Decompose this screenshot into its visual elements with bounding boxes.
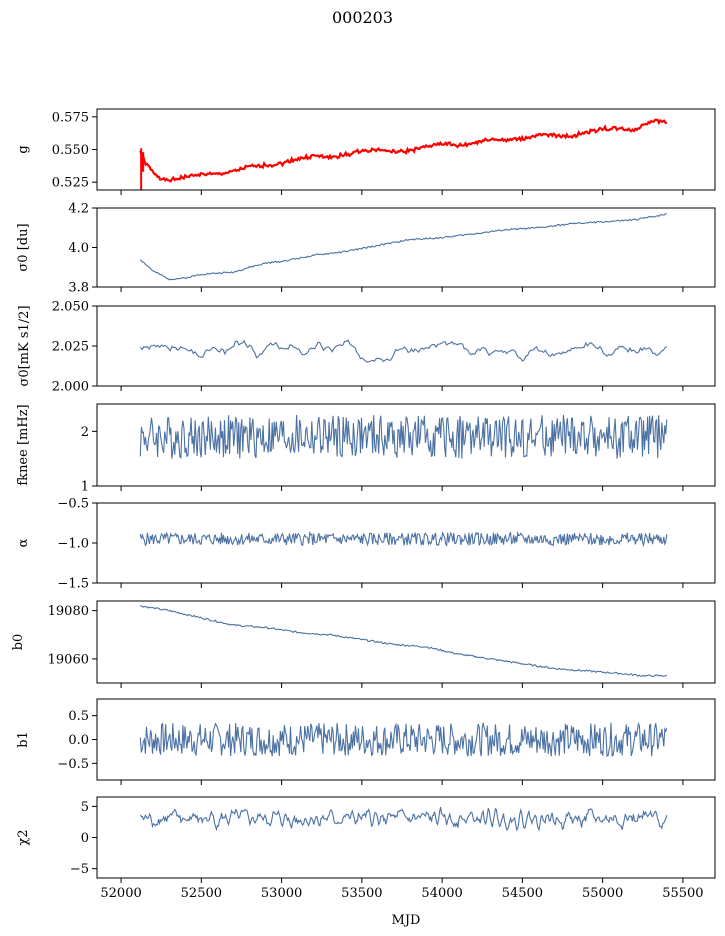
x-tick-label: 54000 <box>421 886 462 901</box>
panel-sigma0: 3.8 4.0 4.2 σ0 [du] <box>16 202 716 296</box>
panel-b0: 19060 19080 b0 <box>11 600 716 688</box>
y-tick-label: 2 <box>81 425 89 440</box>
y-axis-label: b1 <box>16 731 31 748</box>
y-tick-label: 2.025 <box>52 340 89 355</box>
y-tick-label: 19080 <box>48 604 89 619</box>
y-axis-label: b0 <box>11 634 26 651</box>
series-line <box>140 604 668 678</box>
y-tick-label: 2.050 <box>52 300 89 315</box>
y-tick-label: −1.5 <box>57 577 89 592</box>
x-tick-label: 52000 <box>100 886 141 901</box>
x-tick-label: 54500 <box>502 886 543 901</box>
y-tick-label: 0.5 <box>68 709 89 724</box>
y-axis-label: g <box>16 145 31 153</box>
y-tick-label: 0 <box>81 831 89 846</box>
y-axis-label: σ0[mK s1/2] <box>17 305 32 386</box>
y-tick-label: 3.8 <box>68 281 89 296</box>
series-line <box>139 530 668 548</box>
panel-b1: −0.5 0.0 0.5 b1 <box>16 698 716 785</box>
x-tick-label: 52500 <box>181 886 222 901</box>
fit-spike <box>140 148 145 190</box>
axes-frame <box>96 502 716 584</box>
y-axis-label: χ2 <box>16 829 31 845</box>
y-tick-label: −0.5 <box>57 497 89 512</box>
y-axis-label: fknee [mHz] <box>16 404 31 485</box>
series-line <box>139 721 668 757</box>
series-line <box>139 213 667 281</box>
panel-g: 0.525 0.550 0.575 g <box>16 108 716 195</box>
y-tick-label: 5 <box>81 800 89 815</box>
y-tick-label: −0.5 <box>57 757 89 772</box>
y-tick-label: 1 <box>81 480 89 495</box>
y-axis-label: σ0 [du] <box>16 223 31 271</box>
series-line <box>139 339 668 363</box>
panel-chi2: −5 0 5 52000 52500 53000 53500 54000 54500 55000 5… <box>16 796 716 901</box>
y-tick-label: 0.0 <box>68 733 89 748</box>
x-axis-label: MJD <box>392 913 421 928</box>
figure-title: 000203 <box>331 8 394 27</box>
x-tick-label: 53000 <box>261 886 302 901</box>
axes-frame <box>96 796 716 879</box>
series-line <box>139 806 668 832</box>
y-tick-label: 0.575 <box>52 110 89 125</box>
x-tick-label: 53500 <box>341 886 382 901</box>
fit-line <box>139 118 668 183</box>
y-tick-label: −1.0 <box>57 537 89 552</box>
x-tick-label: 55000 <box>582 886 623 901</box>
y-axis-label: α <box>16 538 31 547</box>
y-tick-label: 4.0 <box>68 241 89 256</box>
y-tick-label: −5 <box>70 862 89 877</box>
y-tick-label: 0.525 <box>52 176 89 191</box>
x-tick-label: 55500 <box>662 886 703 901</box>
y-tick-label: 0.550 <box>52 143 89 158</box>
series-line <box>139 414 668 459</box>
axes-frame <box>96 403 716 487</box>
y-tick-label: 2.000 <box>52 380 89 395</box>
panel-sigma0-mK: 2.000 2.025 2.050 σ0[mK s1/2] <box>17 300 716 395</box>
y-tick-label: 4.2 <box>68 202 89 217</box>
panel-fknee: 1 2 fknee [mHz] <box>16 403 716 495</box>
panel-alpha: −1.5 −1.0 −0.5 α <box>16 497 716 592</box>
axes-frame <box>96 600 716 684</box>
y-tick-label: 19060 <box>48 652 89 667</box>
